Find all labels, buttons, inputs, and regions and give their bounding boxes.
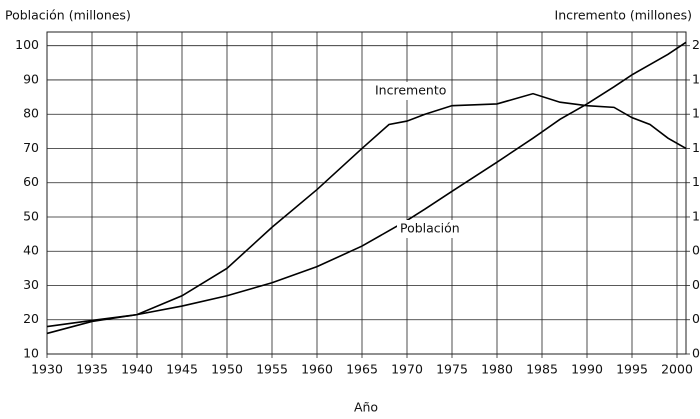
y2-tick-label: 1.6 — [692, 106, 700, 121]
y2-tick-label: 0.8 — [692, 243, 700, 258]
y2-tick-label: 1.8 — [692, 71, 700, 86]
y-tick-label: 50 — [23, 208, 39, 223]
x-tick-label: 2000 — [661, 362, 693, 377]
x-tick-label: 1980 — [481, 362, 513, 377]
y-tick-label: 40 — [23, 243, 39, 258]
y-tick-label: 100 — [15, 37, 39, 52]
annotation: Incremento — [375, 83, 446, 98]
annotation: Población — [400, 221, 460, 236]
y2-tick-label: 2.0 — [692, 37, 700, 52]
x-tick-label: 1990 — [571, 362, 603, 377]
x-tick-label: 1975 — [436, 362, 468, 377]
series-line — [46, 92, 687, 335]
x-tick-label: 1995 — [616, 362, 648, 377]
annotation-bg — [372, 82, 450, 100]
plot-frame — [46, 31, 687, 355]
y2-tick-label: 0.4 — [692, 311, 700, 326]
y-tick-label: 10 — [23, 346, 39, 361]
y2-tick-label: 1.0 — [692, 208, 700, 223]
y-tick-label: 20 — [23, 311, 39, 326]
x-tick-label: 1945 — [166, 362, 198, 377]
x-tick-label: 1950 — [211, 362, 243, 377]
x-tick-label: 1955 — [256, 362, 288, 377]
y-axis-label: Población (millones) — [5, 8, 131, 23]
annotation-bg — [397, 220, 463, 238]
y2-tick-label: 0.2 — [692, 346, 700, 361]
x-tick-label: 1935 — [76, 362, 108, 377]
y-tick-label: 30 — [23, 277, 39, 292]
y-tick-label: 90 — [23, 71, 39, 86]
y2-tick-label: 1.2 — [692, 174, 700, 189]
x-axis-label: Año — [354, 400, 378, 415]
x-tick-label: 1940 — [121, 362, 153, 377]
x-tick-label: 1960 — [301, 362, 333, 377]
x-tick-label: 1930 — [31, 362, 63, 377]
y-tick-label: 60 — [23, 174, 39, 189]
series-line — [46, 41, 687, 328]
y2-tick-label: 1.4 — [692, 140, 700, 155]
y-tick-label: 70 — [23, 140, 39, 155]
x-tick-label: 1970 — [391, 362, 423, 377]
x-tick-label: 1965 — [346, 362, 378, 377]
y2-tick-label: 0.6 — [692, 277, 700, 292]
y2-axis-label: Incremento (millones) — [555, 8, 692, 23]
y-tick-label: 80 — [23, 106, 39, 121]
x-tick-label: 1985 — [526, 362, 558, 377]
